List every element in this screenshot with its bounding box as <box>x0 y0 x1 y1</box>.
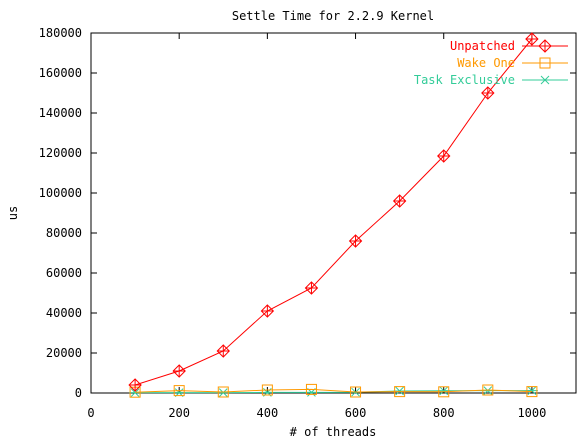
x-tick-label: 200 <box>168 406 190 420</box>
axis-ticks: 0 200 400 600 800 1000 0 20000 40000 60000 80000 10… <box>39 26 576 420</box>
series-layer <box>128 32 539 398</box>
y-tick-label: 20000 <box>46 346 82 360</box>
y-tick-label: 120000 <box>39 146 82 160</box>
legend-item: Task Exclusive <box>414 73 568 87</box>
y-tick-label: 40000 <box>46 306 82 320</box>
legend: Unpatched Wake One Task Exclusive <box>414 39 568 87</box>
legend-item: Wake One <box>457 56 568 70</box>
data-point-marker-diag-b <box>395 386 404 396</box>
x-tick-label: 0 <box>87 406 94 420</box>
x-tick-label: 1000 <box>517 406 546 420</box>
data-point-marker <box>394 386 406 398</box>
y-tick-label: 160000 <box>39 66 82 80</box>
y-tick-label: 60000 <box>46 266 82 280</box>
chart-title: Settle Time for 2.2.9 Kernel <box>232 9 434 23</box>
x-tick-label: 800 <box>433 406 455 420</box>
y-tick-label: 0 <box>75 386 82 400</box>
data-point-marker <box>217 386 229 398</box>
y-tick-label: 140000 <box>39 106 82 120</box>
series-unpatched <box>128 32 539 392</box>
y-tick-label: 80000 <box>46 226 82 240</box>
data-point-marker-diag-b <box>439 386 449 396</box>
data-point-marker <box>438 386 450 398</box>
data-point-marker <box>350 386 362 398</box>
series-line <box>134 38 533 386</box>
data-point-marker <box>173 385 185 397</box>
legend-label: Wake One <box>457 56 515 70</box>
data-point-marker <box>261 384 273 396</box>
data-point-marker <box>482 384 494 396</box>
data-point-marker <box>539 57 551 69</box>
legend-item: Unpatched <box>450 39 568 53</box>
data-point-marker-diag-b <box>218 388 228 397</box>
x-tick-label: 400 <box>257 406 279 420</box>
data-point-marker-diag-b <box>483 386 493 395</box>
data-point-marker <box>305 383 317 395</box>
plot-area-frame <box>90 32 577 394</box>
x-axis-label: # of threads <box>290 425 377 438</box>
x-tick-label: 600 <box>345 406 367 420</box>
y-tick-label: 100000 <box>39 186 82 200</box>
data-point-marker <box>526 386 538 398</box>
data-point-marker-diag-b <box>527 386 537 395</box>
legend-label: Task Exclusive <box>414 73 515 87</box>
y-axis-label: us <box>6 206 20 220</box>
y-tick-label: 180000 <box>39 26 82 40</box>
data-point-marker-diag-b <box>540 75 550 85</box>
series-wake-one <box>129 383 538 398</box>
data-point-marker-diag-b <box>130 388 140 397</box>
legend-label: Unpatched <box>450 39 515 53</box>
series-line <box>135 388 532 393</box>
series-task-exclusive <box>129 386 538 397</box>
